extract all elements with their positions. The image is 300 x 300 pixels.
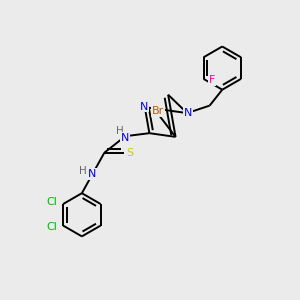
Text: Br: Br <box>152 106 164 116</box>
Text: H: H <box>80 166 87 176</box>
Text: S: S <box>126 148 134 158</box>
Text: N: N <box>121 133 130 143</box>
Text: F: F <box>209 75 215 85</box>
Text: Cl: Cl <box>46 197 57 208</box>
Text: N: N <box>88 169 97 179</box>
Text: H: H <box>116 126 124 136</box>
Text: Cl: Cl <box>46 222 57 232</box>
Text: N: N <box>184 108 192 118</box>
Text: N: N <box>140 101 148 112</box>
